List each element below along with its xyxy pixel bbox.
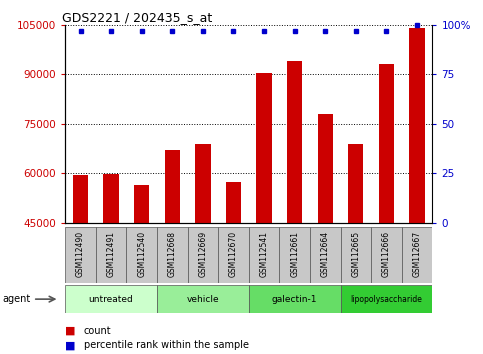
Text: GSM112540: GSM112540 xyxy=(137,231,146,277)
Text: ■: ■ xyxy=(65,340,76,350)
Bar xyxy=(249,227,279,283)
Text: GSM112666: GSM112666 xyxy=(382,231,391,277)
Bar xyxy=(187,227,218,283)
Bar xyxy=(73,175,88,223)
Text: GSM112665: GSM112665 xyxy=(351,231,360,277)
Bar xyxy=(157,285,249,313)
Text: lipopolysaccharide: lipopolysaccharide xyxy=(351,295,422,304)
Text: agent: agent xyxy=(2,294,30,304)
Text: GSM112668: GSM112668 xyxy=(168,231,177,277)
Bar xyxy=(96,227,127,283)
Bar xyxy=(165,150,180,223)
Bar xyxy=(279,227,310,283)
Text: GSM112491: GSM112491 xyxy=(107,231,115,277)
Bar xyxy=(371,227,402,283)
Bar xyxy=(256,73,272,223)
Text: GSM112669: GSM112669 xyxy=(199,231,207,277)
Bar xyxy=(218,227,249,283)
Text: GSM112670: GSM112670 xyxy=(229,231,238,277)
Bar xyxy=(249,285,341,313)
Bar xyxy=(402,227,432,283)
Bar xyxy=(341,227,371,283)
Bar xyxy=(410,28,425,223)
Text: GSM112541: GSM112541 xyxy=(259,231,269,277)
Text: GSM112661: GSM112661 xyxy=(290,231,299,277)
Text: GSM112667: GSM112667 xyxy=(412,231,422,277)
Bar xyxy=(348,144,364,223)
Text: vehicle: vehicle xyxy=(186,295,219,304)
Bar xyxy=(226,182,241,223)
Bar xyxy=(310,227,341,283)
Bar xyxy=(195,144,211,223)
Text: GSM112664: GSM112664 xyxy=(321,231,330,277)
Bar xyxy=(157,227,187,283)
Text: ■: ■ xyxy=(65,326,76,336)
Bar xyxy=(65,227,96,283)
Bar xyxy=(134,185,149,223)
Bar xyxy=(127,227,157,283)
Bar xyxy=(341,285,432,313)
Bar xyxy=(379,64,394,223)
Text: GDS2221 / 202435_s_at: GDS2221 / 202435_s_at xyxy=(61,11,212,24)
Text: count: count xyxy=(84,326,111,336)
Bar xyxy=(287,61,302,223)
Text: GSM112490: GSM112490 xyxy=(76,231,85,277)
Text: untreated: untreated xyxy=(89,295,133,304)
Bar xyxy=(65,285,157,313)
Text: percentile rank within the sample: percentile rank within the sample xyxy=(84,340,249,350)
Bar xyxy=(318,114,333,223)
Text: galectin-1: galectin-1 xyxy=(272,295,317,304)
Bar xyxy=(103,174,119,223)
